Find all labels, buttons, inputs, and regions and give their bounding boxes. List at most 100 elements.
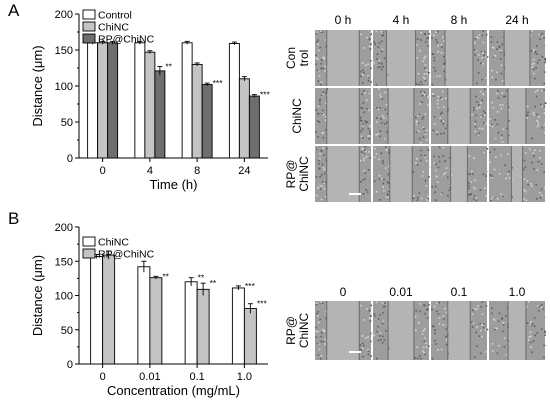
cell-speck: [496, 71, 498, 74]
cell-speck: [530, 335, 532, 338]
cell-speck: [483, 114, 486, 117]
cell-speck: [325, 196, 327, 198]
cell-speck: [419, 141, 422, 144]
cell-speck: [320, 81, 323, 83]
cell-speck: [431, 83, 434, 86]
cell-speck: [317, 43, 319, 45]
cell-speck: [367, 350, 370, 352]
legend-swatch: [82, 9, 96, 20]
cell-speck: [485, 77, 488, 79]
cell-speck: [539, 38, 541, 41]
cell-speck: [320, 355, 323, 357]
cell-speck: [478, 34, 481, 36]
cell-speck: [498, 46, 501, 48]
cell-speck: [527, 184, 529, 186]
cell-speck: [319, 302, 322, 305]
cell-speck: [317, 187, 320, 189]
cell-speck: [383, 178, 385, 181]
cell-speck: [543, 112, 546, 114]
cell-speck: [536, 331, 539, 334]
scratch-gap: [389, 146, 413, 202]
cell-speck: [380, 118, 382, 120]
cell-speck: [472, 197, 475, 200]
cell-speck: [325, 92, 327, 95]
cell-speck: [543, 356, 545, 359]
cell-speck: [320, 59, 323, 61]
cell-speck: [383, 57, 386, 60]
cell-speck: [387, 165, 390, 168]
cell-speck: [532, 339, 535, 342]
cell-speck: [491, 342, 494, 345]
cell-speck: [366, 107, 368, 110]
cell-speck: [431, 37, 433, 39]
cell-speck: [526, 180, 529, 182]
cell-speck: [534, 334, 537, 337]
cell-speck: [424, 154, 426, 157]
cell-speck: [525, 199, 528, 202]
cell-speck: [441, 46, 443, 48]
cell-speck: [385, 121, 388, 124]
cell-speck: [387, 182, 390, 185]
cell-speck: [377, 318, 380, 320]
cell-speck: [508, 177, 511, 179]
cell-speck: [360, 151, 363, 153]
cell-speck: [363, 157, 365, 160]
cell-speck: [434, 339, 436, 342]
cell-speck: [362, 136, 364, 139]
cell-speck: [440, 51, 443, 54]
cell-speck: [498, 344, 500, 347]
cell-speck: [437, 313, 440, 315]
cell-speck: [544, 102, 547, 105]
cell-speck: [534, 90, 537, 93]
cell-speck: [533, 62, 535, 65]
cell-speck: [481, 34, 484, 37]
cell-speck: [318, 121, 321, 123]
cell-speck: [499, 104, 502, 106]
column-label: 8 h: [451, 13, 468, 27]
cell-speck: [474, 41, 476, 44]
cell-speck: [523, 178, 526, 181]
cell-speck: [368, 38, 371, 40]
cell-speck: [417, 72, 420, 75]
cell-speck: [477, 58, 479, 61]
cell-speck: [493, 196, 496, 199]
cell-speck: [422, 350, 424, 352]
cell-speck: [537, 123, 540, 126]
scratch-gap: [388, 88, 414, 144]
cell-speck: [361, 335, 364, 337]
cell-speck: [416, 44, 418, 46]
cell-speck: [324, 65, 327, 68]
cell-speck: [480, 305, 482, 308]
cell-speck: [362, 81, 364, 84]
cell-speck: [523, 159, 526, 162]
cell-speck: [535, 184, 538, 186]
legend-swatch: [82, 248, 96, 259]
cell-speck: [370, 302, 372, 305]
cell-speck: [316, 194, 318, 197]
cell-speck: [541, 127, 544, 129]
cell-speck: [530, 183, 532, 185]
cell-speck: [428, 176, 430, 178]
micrograph-2-0: [315, 146, 372, 202]
cell-speck: [428, 32, 430, 35]
cell-speck: [426, 37, 428, 40]
cell-speck: [386, 193, 389, 196]
cell-speck: [323, 182, 325, 184]
scratch-gap: [386, 30, 416, 86]
cell-speck: [319, 46, 322, 49]
column-label: 0.01: [389, 285, 413, 299]
scratch-gap: [508, 88, 526, 144]
cell-speck: [543, 71, 546, 73]
cell-speck: [375, 153, 378, 155]
cell-speck: [431, 93, 434, 95]
cell-speck: [424, 179, 427, 182]
cell-speck: [496, 48, 498, 50]
cell-speck: [415, 309, 418, 312]
cell-speck: [540, 328, 543, 330]
cell-speck: [434, 191, 436, 193]
cell-speck: [316, 302, 318, 305]
cell-speck: [544, 316, 547, 319]
cell-speck: [499, 58, 502, 60]
cell-speck: [442, 120, 445, 122]
cell-speck: [420, 31, 422, 34]
